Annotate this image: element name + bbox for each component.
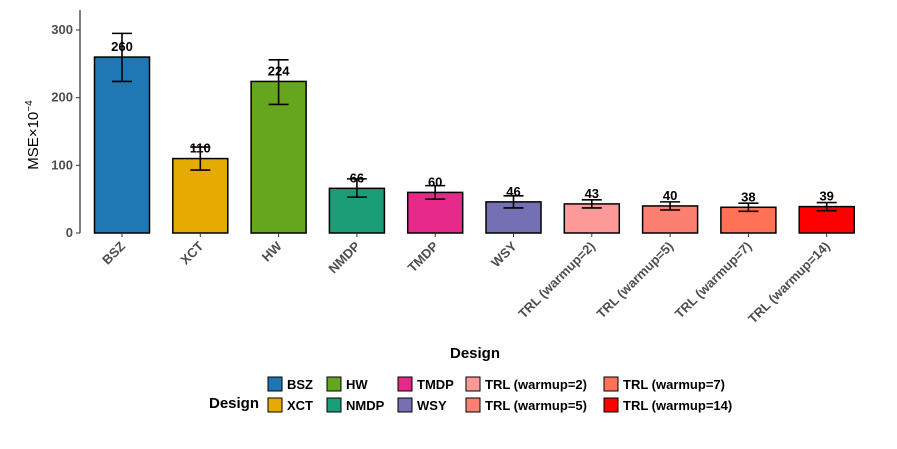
bar (93, 56, 151, 234)
data-label: 224 (268, 63, 290, 78)
legend-swatch (267, 376, 283, 392)
x-tick-label: TRL (warmup=5) (594, 239, 677, 322)
legend-label: XCT (287, 398, 313, 413)
legend-label: TRL (warmup=7) (623, 377, 725, 392)
y-axis-title-base: 10 (25, 112, 42, 129)
data-label: 46 (506, 184, 520, 199)
y-axis-title: MSE×10−4 (24, 100, 42, 170)
legend-title: Design (209, 395, 259, 412)
bar (172, 157, 229, 234)
legend-swatch (326, 376, 342, 392)
x-tick-label: TRL (warmup=7) (672, 239, 755, 322)
x-axis-title: Design (450, 345, 500, 362)
legend-label: TRL (warmup=14) (623, 398, 732, 413)
legend-label: HW (346, 377, 368, 392)
data-label: 260 (111, 39, 133, 54)
y-tick-label: 0 (66, 225, 73, 240)
legend-label: TMDP (417, 377, 454, 392)
y-tick-label: 300 (51, 22, 73, 37)
legend-swatch (326, 397, 342, 413)
x-tick-label: TMDP (405, 238, 442, 275)
legend-label: WSY (417, 398, 447, 413)
data-label: 40 (663, 188, 677, 203)
data-label: 60 (428, 174, 442, 189)
legend-swatch (267, 397, 283, 413)
y-axis: 0 100 200 300 (51, 10, 81, 240)
y-axis-title-times: × (25, 128, 42, 137)
y-axis-title-prefix: MSE (25, 137, 42, 170)
x-tick-label: HW (259, 238, 285, 264)
legend-swatch (397, 397, 413, 413)
legend-swatch (465, 397, 481, 413)
data-label: 43 (585, 186, 599, 201)
y-axis-title-exp: −4 (24, 100, 35, 112)
x-tick-label: TRL (warmup=14) (745, 239, 833, 327)
data-label: 110 (190, 141, 211, 156)
legend-label: NMDP (346, 398, 385, 413)
bar (250, 80, 307, 234)
legend-swatch (603, 397, 619, 413)
x-tick-label: NMDP (325, 238, 363, 276)
bar (485, 201, 542, 234)
legend-label: TRL (warmup=5) (485, 398, 587, 413)
data-label: 38 (741, 189, 755, 204)
x-tick-label: BSZ (99, 238, 128, 267)
bars-group: 260 110 224 66 60 46 43 40 38 39 (93, 32, 855, 234)
y-tick-label: 200 (51, 90, 73, 105)
x-tick-label: XCT (177, 238, 206, 267)
data-label: 66 (350, 170, 364, 185)
x-tick-label: WSY (488, 238, 520, 270)
x-tick-label: TRL (warmup=2) (515, 239, 598, 322)
legend-swatch (397, 376, 413, 392)
legend-swatch (465, 376, 481, 392)
y-tick-label: 100 (51, 157, 73, 172)
bar (328, 187, 386, 234)
legend-swatch (603, 376, 619, 392)
legend-label: TRL (warmup=2) (485, 377, 587, 392)
legend-label: BSZ (287, 377, 313, 392)
legend: Design BSZ XCT HW NMDP TMDP WSY TRL (warmup=2)… (209, 376, 732, 413)
data-label: 39 (819, 189, 833, 204)
